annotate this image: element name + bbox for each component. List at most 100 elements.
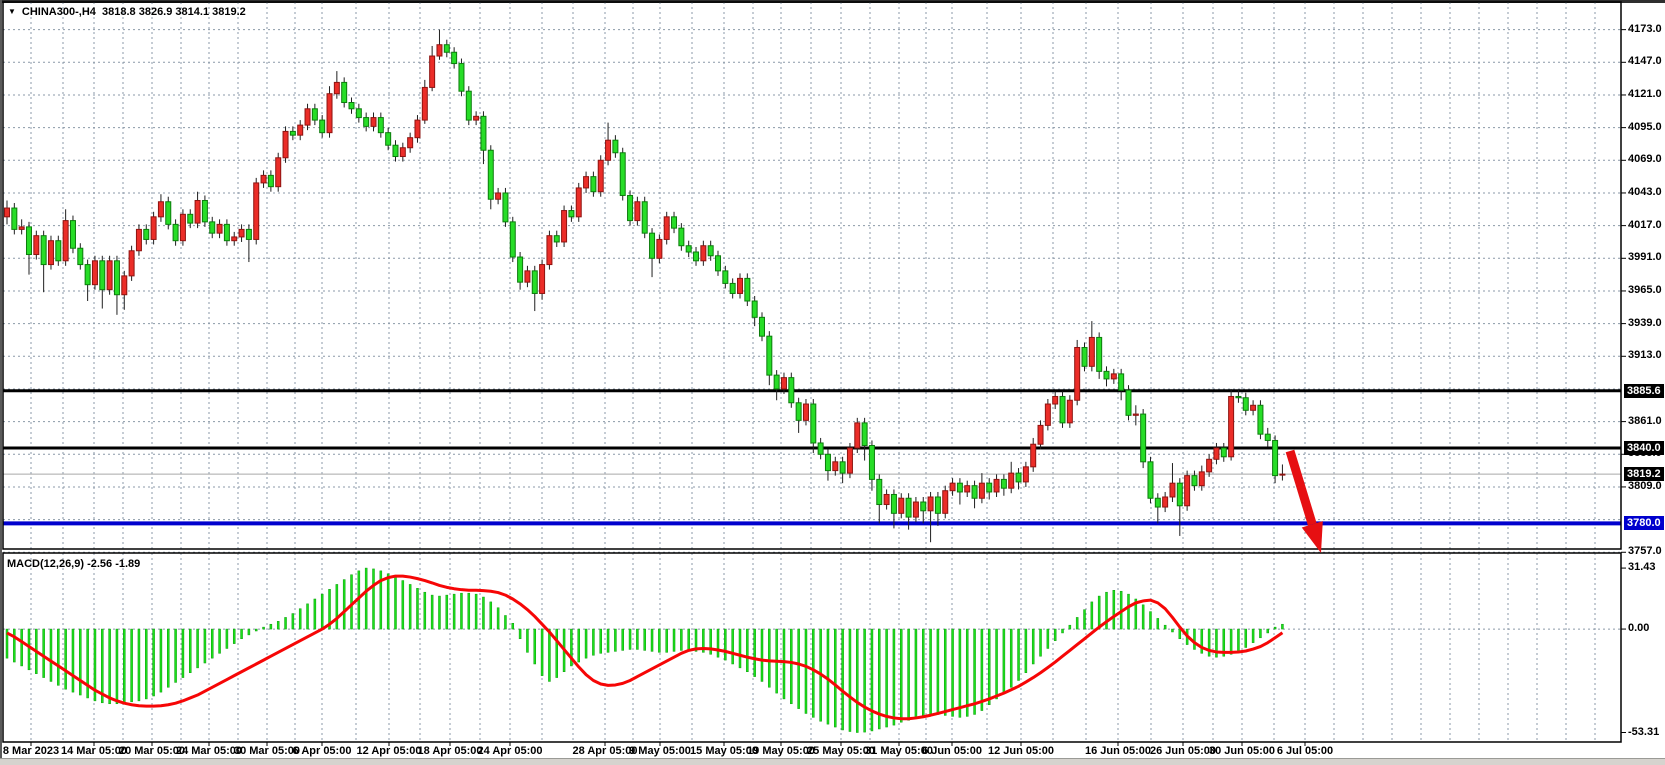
candle	[905, 497, 912, 518]
macd-histogram-bar	[518, 628, 522, 640]
macd-histogram-bar	[687, 628, 690, 651]
macd-histogram-bar	[416, 588, 419, 630]
macd-histogram-bar	[1200, 628, 1204, 654]
macd-histogram-bar	[452, 593, 456, 630]
down-arrow-head[interactable]	[1301, 521, 1323, 553]
macd-histogram-bar	[812, 628, 815, 718]
macd-histogram-bar	[262, 626, 265, 630]
macd-histogram-bar	[159, 628, 163, 693]
macd-histogram-bar	[438, 595, 441, 630]
macd-histogram-bar	[738, 628, 742, 669]
candle	[920, 501, 927, 512]
macd-histogram-bar	[834, 628, 837, 728]
macd-histogram-bar	[570, 628, 573, 667]
candle	[33, 235, 40, 256]
candle	[605, 139, 612, 161]
macd-histogram-bar	[1273, 626, 1277, 630]
price-panel-border	[2, 1, 1622, 550]
macd-histogram-bar	[1134, 598, 1138, 630]
macd-histogram-bar	[606, 628, 610, 653]
macd-histogram-bar	[298, 608, 302, 630]
macd-histogram-bar	[408, 584, 412, 630]
macd-histogram-bar	[511, 622, 515, 630]
macd-histogram-bar	[240, 628, 243, 640]
macd-histogram-bar	[716, 628, 720, 658]
macd-histogram-bar	[914, 628, 918, 719]
macd-histogram-bar	[335, 584, 339, 630]
macd-histogram-bar	[5, 628, 9, 659]
macd-histogram-bar	[856, 628, 859, 733]
macd-histogram-bar	[1259, 628, 1262, 639]
macd-histogram-bar	[1090, 601, 1094, 630]
macd-histogram-bar	[86, 628, 89, 699]
macd-histogram-bar	[1163, 624, 1167, 630]
candle	[326, 93, 333, 134]
candle	[201, 199, 208, 223]
macd-histogram-bar	[1222, 628, 1226, 657]
macd-histogram-bar	[1281, 623, 1284, 630]
candle	[143, 228, 150, 240]
candle	[890, 493, 897, 514]
macd-histogram-bar	[1251, 628, 1255, 643]
macd-histogram-bar	[269, 623, 273, 630]
macd-histogram-bar	[797, 628, 800, 709]
candle	[934, 496, 941, 514]
macd-histogram-bar	[731, 628, 734, 665]
candle	[641, 201, 648, 234]
candle	[590, 176, 597, 193]
down-arrow-shaft[interactable]	[1285, 449, 1317, 526]
candle	[1015, 472, 1022, 483]
candle	[649, 232, 656, 259]
candle	[531, 270, 538, 294]
macd-histogram-bar	[218, 628, 221, 654]
macd-histogram-bar	[1097, 595, 1101, 630]
candle	[1066, 399, 1073, 424]
macd-histogram-bar	[672, 628, 676, 652]
candle	[802, 403, 809, 421]
macd-histogram-bar	[203, 628, 207, 664]
candle	[1052, 395, 1059, 405]
candle	[1242, 397, 1249, 411]
macd-panel-border	[2, 552, 1622, 743]
candle	[1257, 404, 1264, 435]
macd-histogram-bar	[753, 628, 756, 677]
candle	[619, 152, 626, 196]
macd-histogram-bar	[746, 628, 749, 673]
candle	[817, 442, 824, 455]
macd-histogram-bar	[152, 628, 155, 697]
macd-histogram-bar	[1024, 628, 1028, 673]
macd-histogram-bar	[225, 628, 229, 649]
candle	[876, 478, 883, 506]
macd-histogram-bar	[42, 628, 45, 678]
macd-histogram-bar	[137, 628, 141, 702]
macd-histogram-bar	[1229, 628, 1233, 655]
candle	[868, 444, 875, 480]
macd-histogram-bar	[313, 598, 317, 630]
candle	[993, 478, 1000, 493]
macd-histogram-bar	[760, 628, 764, 682]
candle	[11, 207, 18, 230]
candle	[238, 228, 245, 238]
candle	[737, 277, 743, 294]
macd-histogram-bar	[951, 628, 954, 717]
macd-histogram-bar	[232, 628, 236, 644]
candle	[824, 453, 831, 472]
candle	[348, 102, 355, 110]
candle	[40, 235, 47, 266]
macd-histogram-bar	[364, 567, 368, 630]
macd-histogram-bar	[1266, 628, 1270, 634]
candle	[4, 207, 10, 218]
candle	[392, 144, 399, 158]
candle	[319, 119, 326, 134]
macd-histogram-bar	[584, 628, 588, 659]
macd-histogram-bar	[599, 628, 602, 654]
candle	[663, 216, 670, 240]
candle	[942, 490, 949, 514]
candle	[1044, 403, 1051, 426]
candle	[1147, 461, 1154, 499]
candle	[282, 130, 289, 159]
macd-histogram-bar	[489, 601, 493, 630]
macd-histogram-bar	[1156, 618, 1160, 630]
candle	[898, 497, 905, 514]
